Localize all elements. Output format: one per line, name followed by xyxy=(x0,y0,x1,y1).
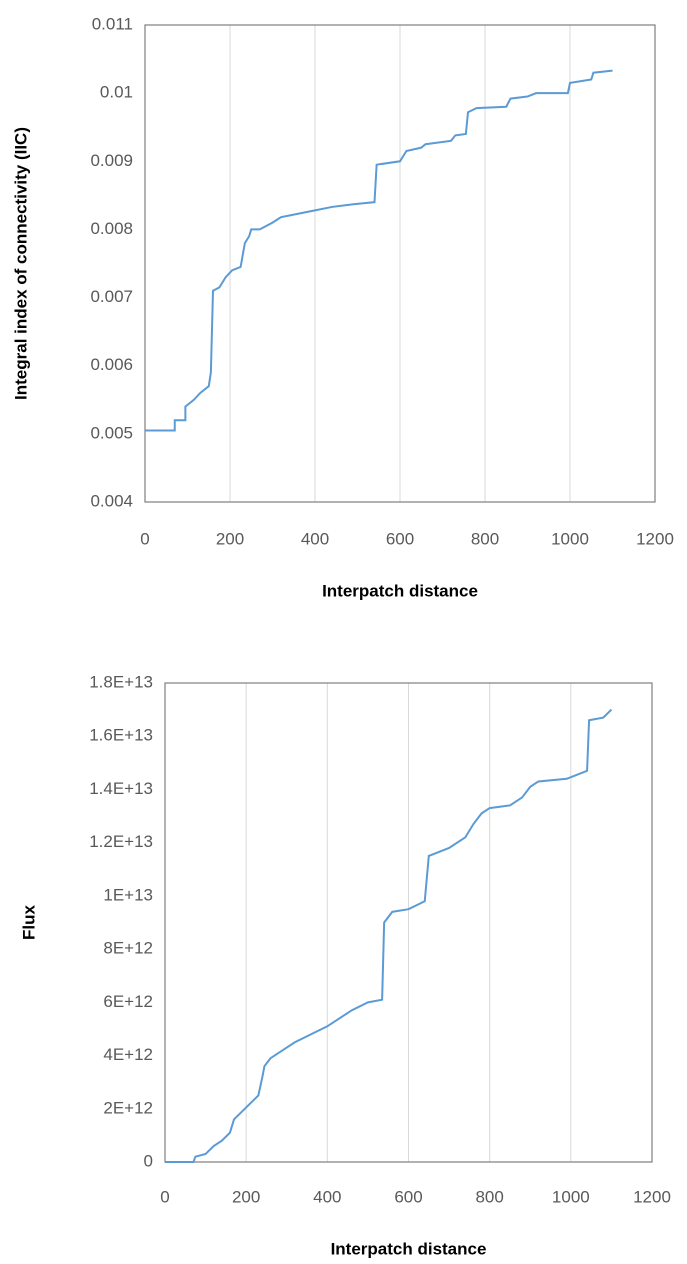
x-tick-label: 400 xyxy=(301,529,329,548)
y-tick-label: 8E+12 xyxy=(103,939,153,958)
x-tick-label: 400 xyxy=(313,1187,341,1206)
y-tick-label: 0.004 xyxy=(90,491,133,510)
data-line xyxy=(165,708,613,1163)
y-tick-label: 0.007 xyxy=(90,287,133,306)
plot-border xyxy=(144,24,656,503)
y-tick-label: 0.005 xyxy=(90,423,133,442)
y-tick-label: 1.4E+13 xyxy=(89,779,153,798)
x-axis-title: Interpatch distance xyxy=(331,1239,487,1258)
x-tick-label: 1000 xyxy=(552,1187,590,1206)
y-tick-label: 4E+12 xyxy=(103,1045,153,1064)
y-tick-label: 0.009 xyxy=(90,151,133,170)
y-axis-title: Integral index of connectivity (IIC) xyxy=(11,127,30,400)
y-tick-label: 0.011 xyxy=(92,14,133,33)
x-tick-label: 600 xyxy=(394,1187,422,1206)
y-tick-label: 0.006 xyxy=(90,355,133,374)
y-tick-label: 1E+13 xyxy=(103,885,153,904)
y-tick-label: 0.008 xyxy=(90,219,133,238)
x-tick-label: 0 xyxy=(140,529,149,548)
y-tick-label: 1.8E+13 xyxy=(89,672,153,691)
y-tick-label: 1.6E+13 xyxy=(89,726,153,745)
x-tick-label: 0 xyxy=(160,1187,169,1206)
x-tick-label: 1000 xyxy=(551,529,589,548)
x-tick-label: 600 xyxy=(386,529,414,548)
x-axis-title: Interpatch distance xyxy=(322,581,478,600)
plot-border xyxy=(164,682,653,1163)
y-tick-label: 2E+12 xyxy=(103,1098,153,1117)
x-tick-label: 800 xyxy=(475,1187,503,1206)
y-tick-label: 6E+12 xyxy=(103,992,153,1011)
x-tick-label: 1200 xyxy=(636,529,674,548)
y-tick-label: 1.2E+13 xyxy=(89,832,153,851)
x-tick-label: 800 xyxy=(471,529,499,548)
x-tick-label: 1200 xyxy=(633,1187,671,1206)
y-tick-label: 0 xyxy=(144,1151,153,1170)
x-tick-label: 200 xyxy=(216,529,244,548)
x-tick-label: 200 xyxy=(232,1187,260,1206)
y-axis-title: Flux xyxy=(19,904,38,939)
y-tick-label: 0.01 xyxy=(100,83,133,102)
data-line xyxy=(145,69,613,432)
